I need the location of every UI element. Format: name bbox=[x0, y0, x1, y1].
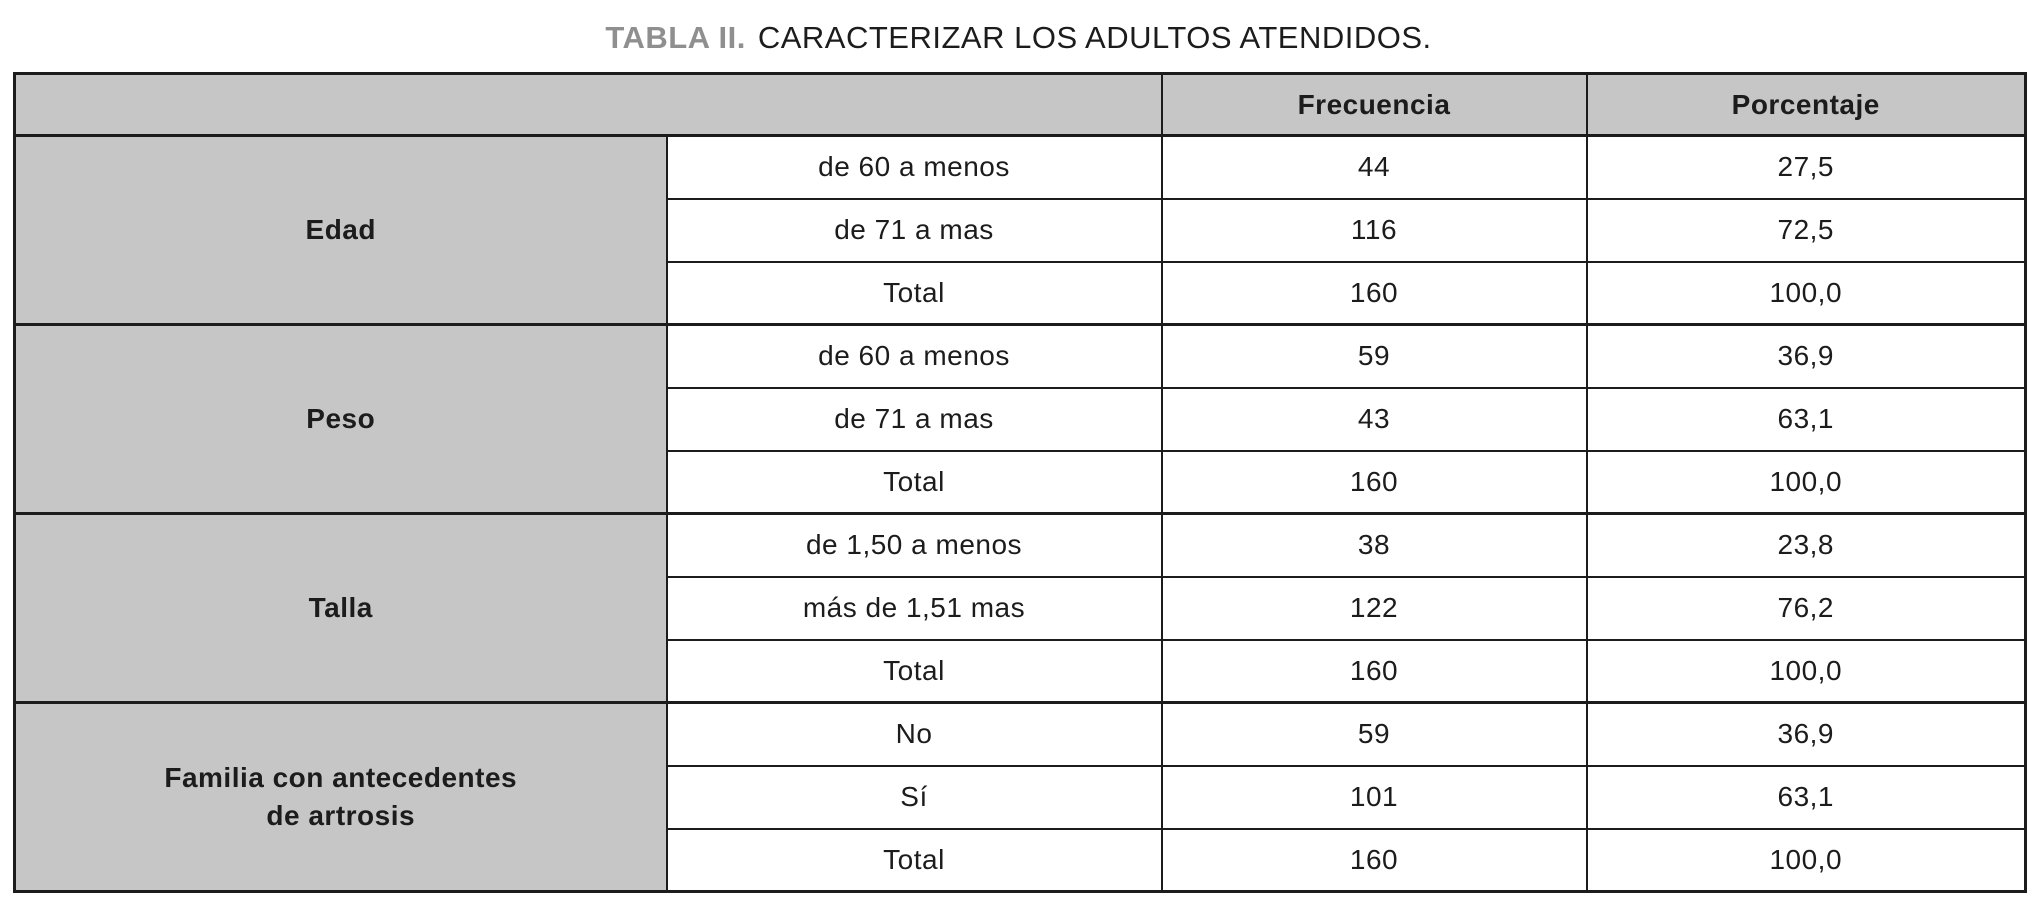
table-row: Sí 101 63,1 bbox=[15, 764, 2027, 830]
cell-porcentaje: 76,2 bbox=[1585, 575, 2027, 641]
cell-frecuencia: 59 bbox=[1160, 701, 1588, 767]
cell-porcentaje: 36,9 bbox=[1585, 323, 2027, 389]
header-row: Frecuencia Porcentaje bbox=[13, 72, 2027, 137]
table-row: Total 160 100,0 bbox=[15, 260, 2027, 326]
cell-frecuencia: 160 bbox=[1160, 449, 1588, 515]
cell-category: de 60 a menos bbox=[665, 323, 1163, 389]
cell-porcentaje: 27,5 bbox=[1585, 134, 2027, 200]
table-title-label: TABLA II. bbox=[605, 20, 746, 55]
cell-category: más de 1,51 mas bbox=[665, 575, 1163, 641]
cell-porcentaje: 100,0 bbox=[1585, 638, 2027, 704]
cell-category: de 1,50 a menos bbox=[665, 512, 1163, 578]
cell-porcentaje: 100,0 bbox=[1585, 827, 2027, 893]
cell-porcentaje: 63,1 bbox=[1585, 764, 2027, 830]
table-row: Peso de 60 a menos 59 36,9 bbox=[13, 323, 2027, 515]
table-row: Familia con antecedentes de artrosis No … bbox=[13, 701, 2027, 893]
cell-frecuencia: 160 bbox=[1160, 260, 1588, 326]
cell-category: de 71 a mas bbox=[665, 197, 1163, 263]
cell-frecuencia: 44 bbox=[1160, 134, 1588, 200]
group-label-familia-antecedentes: Familia con antecedentes de artrosis bbox=[13, 701, 668, 893]
cell-category: Sí bbox=[665, 764, 1163, 830]
cell-category: de 60 a menos bbox=[665, 134, 1163, 200]
group-label-edad: Edad bbox=[13, 134, 668, 326]
cell-porcentaje: 72,5 bbox=[1585, 197, 2027, 263]
cell-frecuencia: 160 bbox=[1160, 638, 1588, 704]
table-row: de 71 a mas 116 72,5 bbox=[15, 197, 2027, 263]
cell-category: No bbox=[665, 701, 1163, 767]
cell-porcentaje: 63,1 bbox=[1585, 386, 2027, 452]
cell-frecuencia: 38 bbox=[1160, 512, 1588, 578]
table-row: Total 160 100,0 bbox=[15, 449, 2027, 515]
cell-porcentaje: 100,0 bbox=[1585, 260, 2027, 326]
cell-category: de 71 a mas bbox=[665, 386, 1163, 452]
cell-frecuencia: 160 bbox=[1160, 827, 1588, 893]
table-row: Edad de 60 a menos 44 27,5 bbox=[13, 134, 2027, 326]
cell-category: Total bbox=[665, 260, 1163, 326]
cell-frecuencia: 59 bbox=[1160, 323, 1588, 389]
cell-porcentaje: 100,0 bbox=[1585, 449, 2027, 515]
cell-porcentaje: 36,9 bbox=[1585, 701, 2027, 767]
table-row: Talla de 1,50 a menos 38 23,8 bbox=[13, 512, 2027, 704]
header-porcentaje: Porcentaje bbox=[1585, 72, 2027, 137]
table-row: de 71 a mas 43 63,1 bbox=[15, 386, 2027, 452]
cell-category: Total bbox=[665, 638, 1163, 704]
cell-frecuencia: 116 bbox=[1160, 197, 1588, 263]
cell-category: Total bbox=[665, 449, 1163, 515]
data-table: Frecuencia Porcentaje Edad de 60 a menos… bbox=[13, 72, 2027, 893]
table-row: Total 160 100,0 bbox=[15, 638, 2027, 704]
table-row: Total 160 100,0 bbox=[15, 827, 2027, 893]
header-frecuencia: Frecuencia bbox=[1160, 72, 1588, 137]
table-row: más de 1,51 mas 122 76,2 bbox=[15, 575, 2027, 641]
table-title-caption: CARACTERIZAR LOS ADULTOS ATENDIDOS. bbox=[757, 20, 1432, 55]
cell-frecuencia: 122 bbox=[1160, 575, 1588, 641]
group-label-talla: Talla bbox=[13, 512, 668, 704]
cell-porcentaje: 23,8 bbox=[1585, 512, 2027, 578]
group-label-peso: Peso bbox=[13, 323, 668, 515]
cell-category: Total bbox=[665, 827, 1163, 893]
cell-frecuencia: 43 bbox=[1160, 386, 1588, 452]
table-title: TABLA II. CARACTERIZAR LOS ADULTOS ATENDI… bbox=[0, 0, 2037, 56]
cell-frecuencia: 101 bbox=[1160, 764, 1588, 830]
header-empty-cell bbox=[13, 72, 1163, 137]
